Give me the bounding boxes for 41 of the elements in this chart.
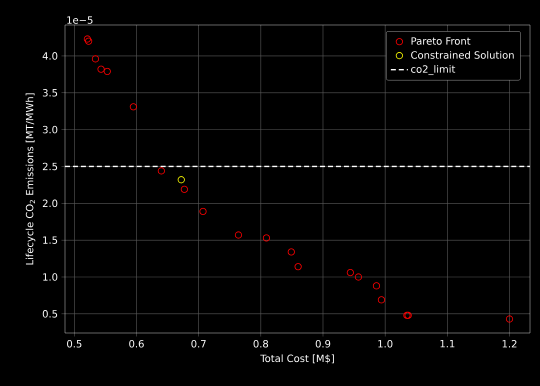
point bbox=[92, 55, 100, 62]
point bbox=[180, 186, 188, 193]
legend-label: Pareto Front bbox=[412, 37, 470, 45]
y-tick-label: 1.0 bbox=[43, 273, 58, 281]
point bbox=[378, 296, 386, 304]
y-tick-label: 2.5 bbox=[42, 162, 58, 170]
point bbox=[294, 263, 302, 270]
point bbox=[234, 231, 242, 239]
y-tick-label: 0.5 bbox=[42, 310, 58, 318]
x-axis-title: Total Cost [M$] bbox=[260, 354, 334, 364]
point bbox=[178, 176, 185, 184]
point bbox=[262, 234, 270, 242]
y-tick-label: 2.0 bbox=[42, 200, 58, 208]
x-tick-label: 0.5 bbox=[67, 340, 82, 348]
x-tick-label: 0.6 bbox=[129, 340, 144, 348]
y-tick-label: 1.5 bbox=[43, 236, 58, 244]
x-tick-label: 1.0 bbox=[378, 340, 392, 348]
point bbox=[130, 103, 137, 110]
x-tick-label: 0.7 bbox=[191, 340, 206, 348]
point bbox=[158, 167, 165, 174]
y-tick-label: 4.0 bbox=[42, 52, 58, 60]
legend-label: co2_limit bbox=[411, 65, 456, 76]
text: 1e−5 bbox=[67, 16, 92, 24]
point bbox=[104, 68, 111, 76]
point bbox=[372, 282, 380, 290]
legend-label: Constrained Solution bbox=[411, 51, 514, 59]
point bbox=[354, 273, 362, 281]
x-tick-label: 0.8 bbox=[254, 340, 268, 348]
x-tick-label: 0.9 bbox=[316, 340, 330, 348]
point bbox=[288, 248, 295, 256]
y-tick-label: 3.5 bbox=[42, 89, 58, 97]
y-axis-title: Lifecycle CO$_{2}$ Emissions [MT/MWh] bbox=[26, 93, 36, 265]
point bbox=[84, 35, 91, 43]
point bbox=[199, 208, 207, 216]
y-tick-label: 3.0 bbox=[42, 126, 58, 134]
x-tick-label: 1.2 bbox=[502, 340, 516, 348]
x-tick-label: 1.1 bbox=[440, 340, 454, 348]
point bbox=[346, 268, 354, 276]
point bbox=[97, 66, 105, 73]
point bbox=[85, 38, 92, 45]
point bbox=[506, 315, 514, 323]
